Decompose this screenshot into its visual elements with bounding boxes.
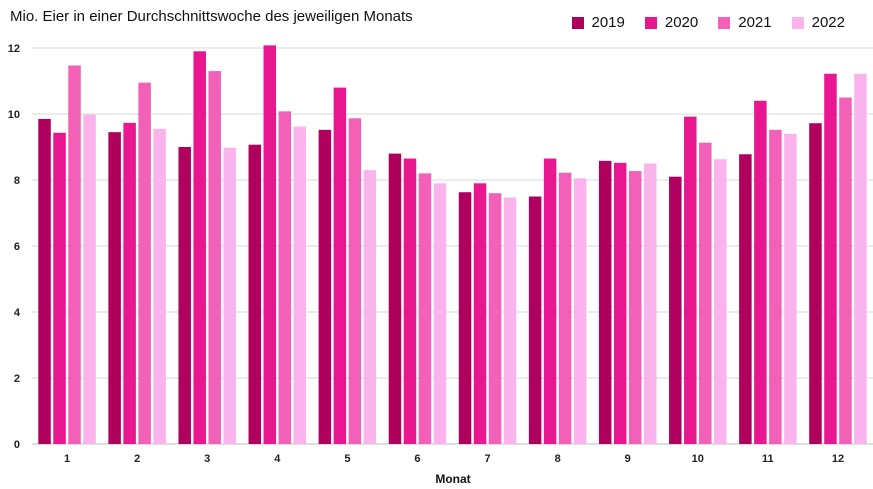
x-tick-label: 2 [134,453,140,465]
bar-2021-month-5 [348,118,362,444]
legend-swatch [791,16,804,29]
bar-2019-month-9 [598,160,612,445]
bar-2020-month-9 [613,162,627,444]
y-tick-label: 0 [14,439,20,451]
bar-2021-month-1 [68,65,81,445]
legend-label: 2020 [664,14,699,31]
bar-2019-month-4 [248,144,262,444]
bar-2022-month-8 [573,178,587,444]
legend: 2019 2020 2021 2022 [571,14,845,31]
bar-2022-month-10 [714,159,727,444]
legend-item-2019: 2019 [571,14,625,31]
bar-2022-month-7 [503,197,517,444]
legend-swatch [571,16,584,29]
bar-2021-month-3 [208,71,221,444]
x-tick-label: 12 [832,453,844,465]
bar-2019-month-5 [318,129,332,444]
legend-swatch [644,16,657,29]
bar-2020-month-5 [333,87,347,444]
bar-2020-month-10 [684,116,697,444]
bar-2020-month-4 [263,45,277,445]
bar-2022-month-3 [223,147,236,444]
bar-2021-month-11 [769,129,782,444]
bar-2020-month-11 [754,100,767,445]
legend-label: 2021 [738,14,772,31]
bar-2021-month-6 [418,173,432,444]
bar-2020-month-3 [193,51,206,445]
x-tick-label: 7 [484,453,490,465]
x-tick-label: 9 [625,453,631,465]
x-tick-label: 6 [414,453,420,465]
bar-2019-month-7 [458,192,472,444]
chart-title: Mio. Eier in einer Durchschnittswoche de… [10,8,413,25]
bar-2022-month-11 [784,133,797,445]
y-tick-label: 2 [14,373,20,385]
legend-label: 2022 [811,14,845,31]
legend-item-2020: 2020 [644,14,699,31]
bar-2020-month-8 [543,158,557,445]
x-tick-label: 3 [204,453,210,465]
y-tick-label: 10 [8,109,20,121]
bar-2020-month-12 [824,73,837,445]
bar-2019-month-8 [528,196,542,444]
legend-label: 2019 [591,14,625,31]
bar-2022-month-4 [293,126,307,444]
bar-2019-month-11 [739,154,752,444]
bar-2021-month-10 [699,142,712,444]
bar-2021-month-7 [488,193,502,444]
bar-2022-month-12 [854,73,867,445]
y-tick-label: 12 [8,43,20,55]
bar-2019-month-2 [108,132,121,444]
bar-2021-month-4 [278,111,292,445]
bar-2020-month-6 [403,158,417,445]
x-tick-label: 4 [274,453,281,465]
bar-2022-month-5 [363,170,377,444]
x-tick-label: 11 [762,453,774,465]
x-tick-label: 1 [64,453,70,465]
bar-2019-month-10 [669,176,682,444]
bar-2021-month-8 [558,172,572,445]
bar-2022-month-9 [643,163,657,444]
bar-2022-month-6 [433,183,447,445]
x-tick-label: 10 [692,453,704,465]
y-tick-label: 4 [14,307,21,319]
bar-2019-month-3 [178,147,191,444]
bar-2022-month-2 [153,128,166,444]
bar-2021-month-2 [138,82,151,445]
bar-2022-month-1 [83,114,96,444]
bar-2019-month-12 [809,123,822,445]
bar-2020-month-1 [53,132,66,444]
x-tick-label: 5 [344,453,350,465]
legend-item-2021: 2021 [718,14,772,31]
y-tick-label: 8 [14,175,20,187]
bar-2019-month-6 [388,153,402,444]
bar-2021-month-9 [628,171,642,444]
bar-2020-month-7 [473,183,487,445]
legend-item-2022: 2022 [791,14,845,31]
bar-2021-month-12 [839,97,852,444]
y-tick-label: 6 [14,241,20,253]
x-axis-title: Monat [435,472,470,486]
x-tick-label: 8 [555,453,561,465]
legend-swatch [718,16,731,29]
bar-2020-month-2 [123,122,136,444]
bar-2019-month-1 [38,118,51,444]
